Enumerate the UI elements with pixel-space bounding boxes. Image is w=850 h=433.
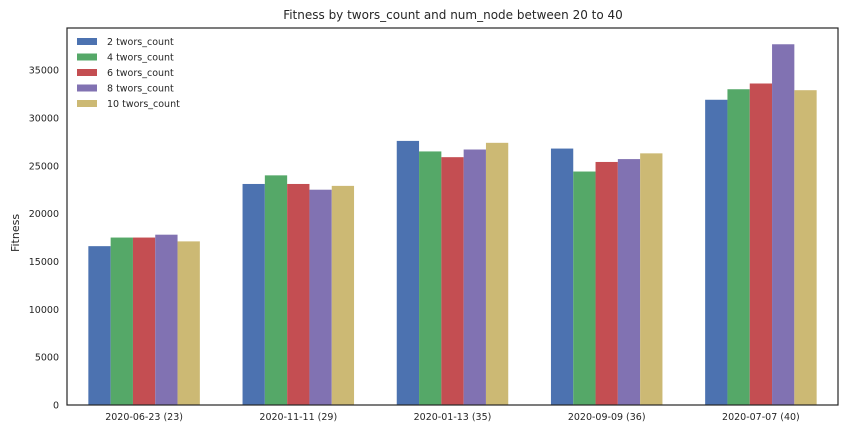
y-tick-label: 10000	[29, 305, 59, 316]
legend-label: 8 twors_count	[107, 84, 174, 95]
x-axis-ticks: 2020-06-23 (23) 2020-11-11 (29) 2020-01-13…	[105, 412, 800, 423]
legend-swatch	[77, 84, 97, 92]
x-tick-label: 2020-11-11 (29)	[259, 412, 337, 423]
y-tick-label: 0	[53, 401, 59, 412]
legend-label: 2 twors_count	[107, 37, 174, 48]
y-tick-label: 15000	[29, 257, 59, 268]
bar	[640, 153, 663, 405]
x-tick-label: 2020-07-07 (40)	[722, 412, 800, 423]
bar	[441, 157, 464, 405]
legend: 2 twors_count 4 twors_count 6 twors_count 8…	[77, 37, 180, 110]
bar	[110, 237, 133, 405]
bar	[132, 237, 156, 405]
bar	[88, 246, 111, 405]
bar	[595, 161, 618, 405]
y-tick-label: 35000	[29, 66, 59, 77]
bar	[287, 183, 310, 405]
bar	[749, 83, 773, 405]
legend-swatch	[77, 69, 97, 76]
x-tick-label: 2020-01-13 (35)	[414, 412, 492, 423]
bar	[485, 142, 509, 406]
bar	[419, 151, 442, 405]
y-tick-label: 5000	[35, 353, 59, 364]
bar	[772, 44, 795, 405]
y-axis-label: Fitness	[9, 214, 22, 252]
x-tick-label: 2020-06-23 (23)	[105, 412, 183, 423]
bar	[617, 159, 641, 405]
legend-swatch	[77, 53, 97, 61]
legend-label: 10 twors_count	[107, 99, 180, 110]
legend-label: 6 twors_count	[107, 68, 174, 79]
bar	[727, 89, 750, 405]
bar	[155, 234, 178, 405]
plot-area-frame	[66, 27, 839, 406]
y-tick-label: 25000	[29, 161, 59, 172]
bar	[309, 189, 332, 405]
bar	[177, 241, 200, 405]
bar	[242, 183, 265, 405]
bar	[705, 99, 728, 405]
legend-swatch	[77, 38, 97, 45]
chart-title: Fitness by twors_count and num_node betw…	[283, 8, 623, 22]
y-tick-label: 20000	[29, 209, 59, 220]
x-tick-label: 2020-09-09 (36)	[568, 412, 646, 423]
bar	[396, 140, 420, 405]
legend-swatch	[77, 100, 97, 107]
y-axis-ticks: 0 5000 10000 15000 20000 25000 30000 35000	[29, 66, 59, 412]
bar	[550, 148, 574, 405]
bar	[573, 171, 596, 405]
y-tick-label: 30000	[29, 113, 59, 124]
bar	[463, 149, 486, 405]
bar	[794, 90, 817, 405]
bars-group	[88, 44, 817, 406]
bar	[331, 185, 355, 405]
bar	[264, 175, 288, 405]
legend-label: 4 twors_count	[107, 53, 174, 64]
